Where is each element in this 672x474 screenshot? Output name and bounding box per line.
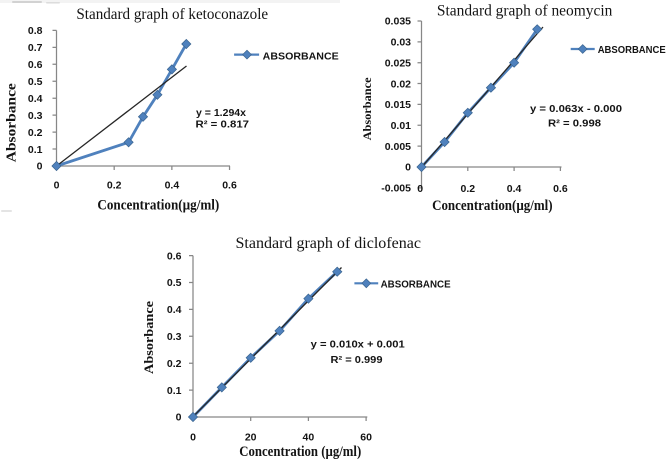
svg-text:Standard graph of ketoconazole: Standard graph of ketoconazole xyxy=(76,6,268,23)
svg-text:0.4: 0.4 xyxy=(167,304,182,316)
svg-text:Concentration (µg/ml): Concentration (µg/ml) xyxy=(239,444,361,460)
svg-text:0.2: 0.2 xyxy=(460,183,475,195)
svg-text:Absorbance: Absorbance xyxy=(360,77,374,141)
svg-text:0.2: 0.2 xyxy=(28,127,43,139)
svg-text:0.035: 0.035 xyxy=(385,16,411,28)
svg-text:0.7: 0.7 xyxy=(28,42,43,54)
svg-text:Concentration(µg/ml): Concentration(µg/ml) xyxy=(97,197,219,213)
svg-text:0.03: 0.03 xyxy=(391,37,412,49)
svg-text:R² = 0.817: R² = 0.817 xyxy=(196,119,250,131)
svg-text:0.3: 0.3 xyxy=(167,331,182,343)
svg-text:0.5: 0.5 xyxy=(167,277,182,289)
svg-text:ABSORBANCE: ABSORBANCE xyxy=(598,44,666,56)
svg-text:0.2: 0.2 xyxy=(167,358,182,370)
svg-text:0.015: 0.015 xyxy=(385,99,411,111)
svg-text:Absorbance: Absorbance xyxy=(5,83,20,162)
svg-text:0.1: 0.1 xyxy=(28,144,43,156)
svg-text:y = 1.294x: y = 1.294x xyxy=(196,107,246,119)
svg-text:0.1: 0.1 xyxy=(167,385,182,397)
svg-text:R² = 0.999: R² = 0.999 xyxy=(331,354,383,366)
svg-text:0.8: 0.8 xyxy=(28,25,43,37)
svg-text:0: 0 xyxy=(176,412,182,424)
svg-text:ABSORBANCE: ABSORBANCE xyxy=(263,50,339,62)
svg-text:0.4: 0.4 xyxy=(165,179,180,191)
svg-text:0.3: 0.3 xyxy=(28,110,43,122)
svg-text:0.6: 0.6 xyxy=(553,183,568,195)
svg-text:40: 40 xyxy=(303,432,315,444)
svg-text:60: 60 xyxy=(360,432,372,444)
svg-text:Absorbance: Absorbance xyxy=(141,301,156,374)
svg-text:0: 0 xyxy=(37,161,43,173)
svg-text:0.6: 0.6 xyxy=(222,179,237,191)
svg-text:0: 0 xyxy=(54,179,60,191)
svg-text:0.6: 0.6 xyxy=(28,59,43,71)
svg-text:y = 0.063x - 0.000: y = 0.063x - 0.000 xyxy=(530,103,622,115)
svg-text:y = 0.010x + 0.001: y = 0.010x + 0.001 xyxy=(311,339,405,351)
svg-text:0.6: 0.6 xyxy=(167,250,182,262)
svg-text:ABSORBANCE: ABSORBANCE xyxy=(381,279,451,291)
svg-text:0.01: 0.01 xyxy=(391,120,412,132)
svg-text:Concentration(µg/ml): Concentration(µg/ml) xyxy=(432,198,553,214)
svg-text:0.025: 0.025 xyxy=(385,57,411,69)
svg-text:0: 0 xyxy=(190,432,196,444)
svg-text:-0.005: -0.005 xyxy=(381,183,411,195)
svg-text:0: 0 xyxy=(417,183,423,195)
svg-text:0: 0 xyxy=(405,162,411,174)
svg-text:0.02: 0.02 xyxy=(391,78,412,90)
svg-text:0.005: 0.005 xyxy=(385,141,411,153)
svg-text:R² = 0.998: R² = 0.998 xyxy=(548,117,601,129)
svg-text:Standard graph of diclofenac: Standard graph of diclofenac xyxy=(236,235,422,252)
svg-text:20: 20 xyxy=(245,432,257,444)
svg-text:0.2: 0.2 xyxy=(107,179,122,191)
svg-text:0.4: 0.4 xyxy=(507,183,522,195)
svg-text:0.4: 0.4 xyxy=(28,93,43,105)
svg-text:0.5: 0.5 xyxy=(28,76,43,88)
svg-text:Standard graph of neomycin: Standard graph of neomycin xyxy=(437,3,613,20)
